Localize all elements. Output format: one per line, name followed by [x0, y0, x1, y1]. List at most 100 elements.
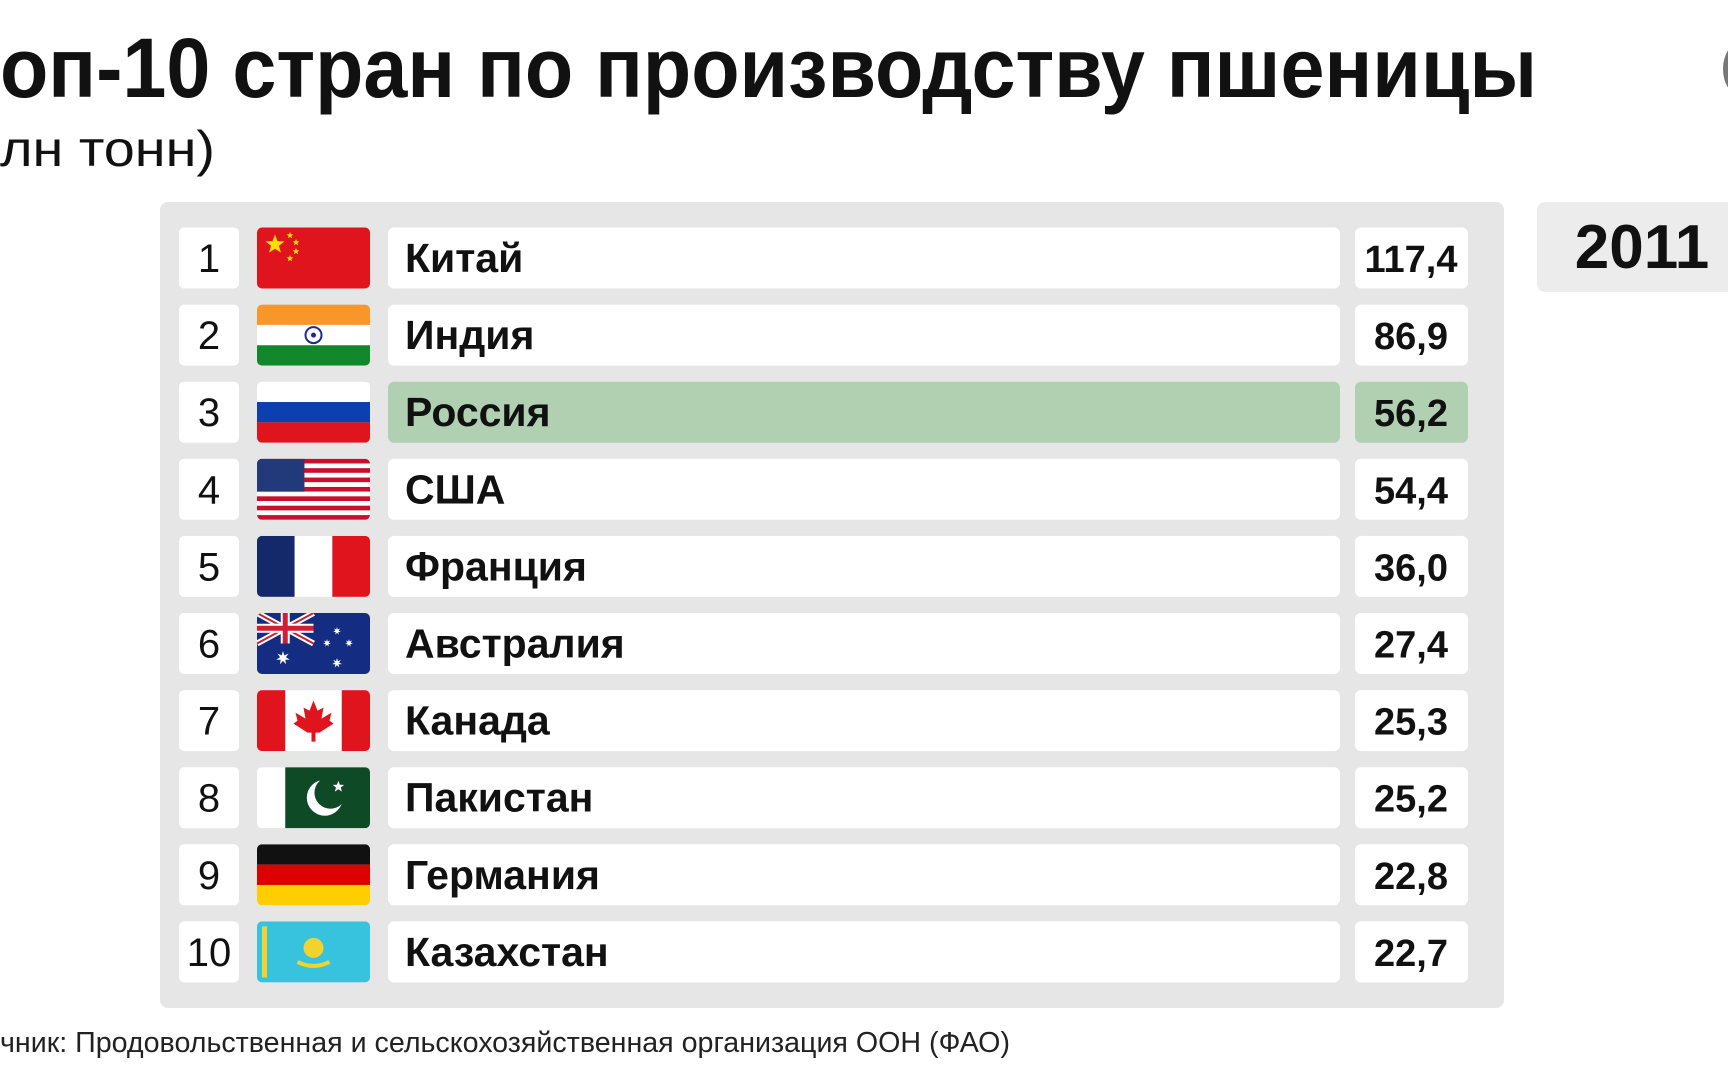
country: Австралия	[405, 621, 625, 667]
value: 117,4	[1365, 239, 1458, 281]
flag-part	[294, 535, 333, 597]
flag-part	[257, 463, 370, 469]
rank-cell	[179, 458, 239, 520]
country: США	[405, 466, 505, 512]
country: Пакистан	[405, 775, 593, 821]
icon	[1723, 50, 1728, 88]
flag-part	[276, 651, 290, 665]
flag-image	[257, 844, 370, 906]
value-cell	[1355, 767, 1468, 829]
flag-part	[332, 780, 345, 792]
flag	[257, 227, 370, 289]
flag-image	[257, 613, 370, 674]
year: 2011	[1575, 213, 1710, 282]
name-cell	[388, 767, 1340, 829]
rank: 5	[198, 545, 220, 589]
country: Канада	[405, 698, 551, 744]
flag-part	[257, 304, 370, 325]
table-row: 2 Индия 86,9	[179, 304, 1468, 366]
flag-part	[257, 690, 286, 752]
source: чник: Продовольственная и сельскохозяйст…	[0, 1027, 1010, 1059]
country: Китай	[405, 235, 523, 281]
name-cell	[388, 613, 1340, 674]
flag-part	[257, 381, 370, 403]
flag-part	[257, 422, 370, 443]
flag-part	[303, 937, 324, 958]
table-row: 3 Россия 56,2	[179, 381, 1468, 443]
rank: 4	[198, 468, 220, 512]
value: 56,2	[1374, 393, 1448, 435]
flag-part	[304, 326, 323, 345]
flag-part	[257, 491, 370, 497]
flag-part	[257, 345, 370, 366]
flag-part	[314, 776, 347, 809]
country: Франция	[405, 543, 587, 589]
flag-part	[311, 332, 316, 338]
rank: 3	[198, 391, 220, 435]
flag-part	[257, 227, 370, 289]
flag-part	[333, 627, 341, 635]
flag-part	[257, 402, 370, 423]
flag-part	[323, 639, 331, 647]
flag-image	[257, 227, 370, 289]
flag-part	[257, 613, 314, 644]
flag	[257, 304, 370, 366]
flag-part	[332, 658, 342, 668]
value: 54,4	[1374, 470, 1448, 512]
value-cell	[1355, 921, 1468, 983]
flag-part	[257, 844, 370, 865]
flag-image	[257, 535, 370, 597]
country: Индия	[405, 312, 534, 358]
flag	[257, 613, 370, 674]
value-cell	[1355, 844, 1468, 906]
rank-cell	[179, 227, 239, 289]
value-cell	[1355, 613, 1468, 674]
rank: 7	[198, 700, 220, 744]
flag	[257, 844, 370, 906]
name-cell	[388, 535, 1340, 597]
flag-part	[265, 234, 285, 253]
rank: 6	[198, 623, 220, 667]
flag-part	[296, 960, 331, 968]
rank-cell	[179, 690, 239, 752]
flag-part	[257, 884, 370, 906]
value-cell	[1355, 381, 1468, 443]
flag-part	[257, 468, 370, 473]
flag-image	[257, 381, 370, 443]
value: 22,7	[1374, 933, 1448, 975]
name-cell	[388, 921, 1340, 983]
flag-part	[345, 639, 353, 647]
flag-image	[257, 690, 370, 752]
value: 86,9	[1374, 316, 1448, 358]
flag-part	[286, 232, 294, 239]
flag-part	[257, 535, 295, 597]
flag-part	[332, 535, 370, 597]
flag-image	[257, 767, 370, 829]
flag-part	[257, 458, 305, 492]
rank: 2	[198, 314, 220, 358]
flag	[257, 535, 370, 597]
value: 22,8	[1374, 856, 1448, 898]
title: оп-10 стран по производству пшеницы	[0, 21, 1537, 115]
flag	[257, 767, 370, 829]
flag-image	[257, 304, 370, 366]
table-row: 8 Пакистан 25,2	[179, 767, 1468, 829]
flag-part	[292, 239, 300, 246]
name-cell	[388, 227, 1340, 289]
rank: 10	[187, 931, 232, 975]
flag-part	[257, 510, 370, 516]
flag-part	[257, 477, 370, 483]
subtitle: лн тонн)	[0, 121, 215, 177]
flag-image	[257, 458, 370, 520]
rows: 1 Китай 117,4 2 Индия 86,9 3 Россия 56,2 4 США 54,4…	[179, 227, 1468, 983]
flag-part	[257, 501, 370, 506]
table-row: 10 Казахстан 22,7	[179, 921, 1468, 983]
table-row: 5 Франция 36,0	[179, 535, 1468, 597]
rank: 9	[198, 854, 220, 898]
flag-part	[257, 458, 370, 464]
rank: 1	[198, 237, 220, 281]
flag	[257, 458, 370, 520]
rank: 8	[198, 777, 220, 821]
value: 25,2	[1374, 779, 1448, 821]
name-cell	[388, 304, 1340, 366]
